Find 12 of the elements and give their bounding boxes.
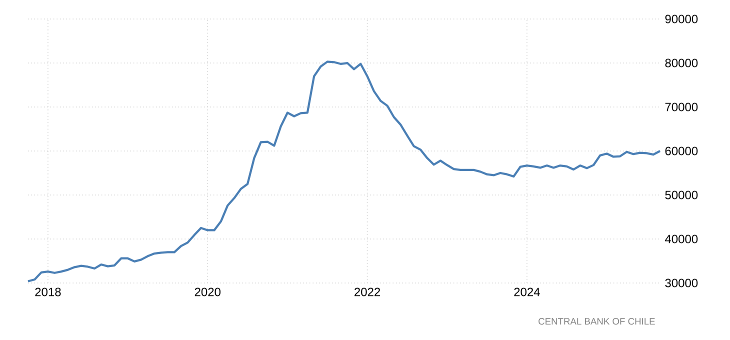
y-tick-label: 30000 <box>665 278 698 288</box>
y-tick-label: 50000 <box>665 190 698 200</box>
y-tick-label: 80000 <box>665 58 698 68</box>
x-tick-label: 2022 <box>354 288 380 296</box>
y-tick-label: 70000 <box>665 102 698 112</box>
x-tick-label: 2024 <box>514 288 540 296</box>
x-tick-label: 2018 <box>35 288 61 296</box>
text: CENTRAL BANK OF CHILE <box>538 318 655 325</box>
y-tick-label: 90000 <box>665 14 698 24</box>
y-tick-label: 40000 <box>664 234 698 244</box>
x-tick-label: 2020 <box>194 288 221 296</box>
y-tick-label: 60000 <box>665 146 698 156</box>
